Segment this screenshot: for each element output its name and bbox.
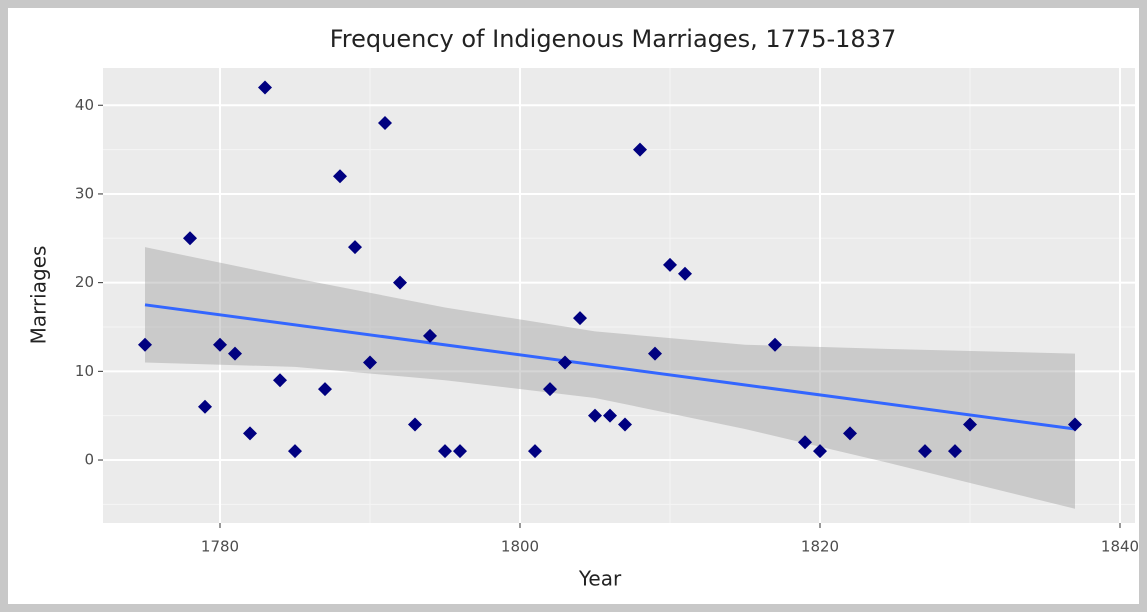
y-tick-label: 40 — [75, 96, 94, 114]
y-tick-label: 30 — [75, 184, 94, 202]
point — [573, 311, 587, 326]
point — [768, 337, 782, 352]
point — [588, 408, 602, 423]
point — [348, 240, 362, 255]
point — [288, 444, 302, 459]
point — [198, 399, 212, 414]
point — [678, 266, 692, 281]
point — [558, 355, 572, 370]
point — [393, 275, 407, 290]
point — [618, 417, 632, 432]
point — [273, 373, 287, 388]
point — [408, 417, 422, 432]
x-axis-title: Year — [578, 567, 622, 591]
point — [648, 346, 662, 361]
point — [543, 382, 557, 397]
point — [228, 346, 242, 361]
point — [378, 115, 392, 130]
fit-line — [144, 303, 1076, 431]
point — [963, 417, 977, 432]
point — [318, 382, 332, 397]
point — [843, 426, 857, 441]
point — [243, 426, 257, 441]
point — [363, 355, 377, 370]
point — [633, 142, 647, 157]
x-tick-label: 1820 — [801, 538, 839, 556]
point — [798, 435, 812, 450]
point — [603, 408, 617, 423]
point — [528, 444, 542, 459]
chart-title: Frequency of Indigenous Marriages, 1775-… — [330, 25, 896, 53]
y-tick-label: 10 — [75, 362, 94, 380]
point — [258, 80, 272, 95]
point — [918, 444, 932, 459]
y-tick-label: 0 — [84, 451, 94, 469]
point — [138, 337, 152, 352]
y-tick-label: 20 — [75, 273, 94, 291]
confidence-band — [145, 247, 1075, 509]
x-tick-label: 1780 — [201, 538, 239, 556]
point — [213, 337, 227, 352]
point — [183, 231, 197, 246]
point — [453, 444, 467, 459]
point — [813, 444, 827, 459]
point — [438, 444, 452, 459]
point — [663, 257, 677, 272]
y-axis-title: Marriages — [27, 246, 51, 345]
plot-panel — [103, 68, 1135, 523]
x-tick-label: 1800 — [501, 538, 539, 556]
point — [1068, 417, 1082, 432]
point — [423, 328, 437, 343]
point — [948, 444, 962, 459]
point — [333, 169, 347, 184]
x-tick-label: 1840 — [1101, 538, 1139, 556]
